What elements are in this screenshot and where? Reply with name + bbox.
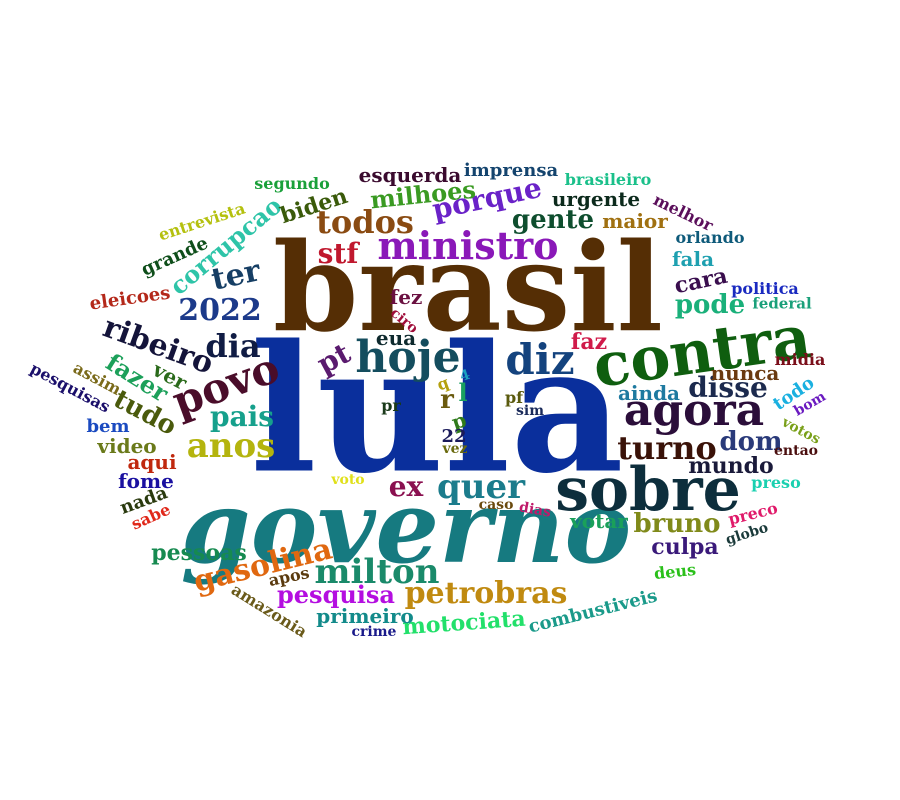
word-entao: entao bbox=[774, 443, 818, 459]
word-ex: ex bbox=[388, 470, 424, 503]
word-l: l bbox=[458, 378, 468, 407]
word-pf: pf bbox=[504, 388, 524, 407]
word-agora: agora bbox=[623, 385, 765, 436]
word-bem: bem bbox=[86, 416, 130, 437]
word-disse: disse bbox=[688, 371, 768, 404]
word-quer: quer bbox=[436, 467, 526, 507]
word-caso: caso bbox=[478, 497, 514, 513]
word-segundo: segundo bbox=[254, 174, 330, 193]
word-voto: voto bbox=[331, 472, 365, 488]
word-mundo: mundo bbox=[688, 453, 774, 479]
word-gente: gente bbox=[511, 205, 595, 235]
word-hoje: hoje bbox=[355, 332, 461, 383]
word-politica: politica bbox=[731, 279, 799, 298]
word-vez: vez bbox=[442, 441, 468, 457]
word-votar: votar bbox=[570, 509, 628, 533]
word-pesquisa: pesquisa bbox=[277, 580, 395, 609]
word-motociata: motociata bbox=[401, 605, 527, 641]
word-video: video bbox=[97, 434, 157, 458]
word-sobre: sobre bbox=[555, 455, 741, 525]
word-governo: governo bbox=[180, 468, 632, 586]
word-brasil: brasil bbox=[272, 215, 664, 359]
word-nunca: nunca bbox=[710, 361, 780, 385]
word-bruno: bruno bbox=[633, 509, 721, 539]
word-stf: stf bbox=[317, 237, 359, 270]
word-deus: deus bbox=[653, 559, 697, 584]
word-dom: dom bbox=[719, 427, 783, 457]
word-brasileiro: brasileiro bbox=[564, 170, 652, 189]
word-culpa: culpa bbox=[651, 534, 719, 560]
word-esquerda: esquerda bbox=[358, 163, 462, 187]
word-milton: milton bbox=[314, 552, 440, 592]
word-imprensa: imprensa bbox=[463, 160, 559, 181]
word-eua: eua bbox=[375, 326, 417, 350]
word-pode: pode bbox=[674, 290, 746, 320]
word-todos: todos bbox=[316, 203, 414, 241]
word-orlando: orlando bbox=[675, 228, 745, 247]
word-diz: diz bbox=[505, 335, 575, 384]
word-anos: anos bbox=[186, 426, 276, 466]
word-primeiro: primeiro bbox=[316, 604, 414, 628]
word-fome: fome bbox=[118, 469, 174, 493]
word-pais: pais bbox=[209, 400, 275, 433]
word-federal: federal bbox=[752, 294, 812, 313]
word-crime: crime bbox=[351, 624, 397, 640]
word-preso: preso bbox=[751, 473, 801, 492]
word-ainda: ainda bbox=[617, 381, 681, 405]
word-urgente: urgente bbox=[551, 187, 641, 211]
word-sim: sim bbox=[515, 403, 545, 419]
word-fala: fala bbox=[671, 247, 715, 271]
word-lula: lula bbox=[250, 307, 624, 513]
word-fez: fez bbox=[389, 285, 423, 309]
word-22: 22 bbox=[441, 426, 467, 447]
word-aqui: aqui bbox=[127, 450, 177, 474]
word-dia: dia bbox=[205, 327, 261, 365]
word-pr: pr bbox=[381, 396, 401, 415]
word-midia: midia bbox=[774, 350, 826, 369]
word-ministro: ministro bbox=[377, 223, 559, 268]
word-pessoas: pessoas bbox=[151, 540, 247, 566]
word-petrobras: petrobras bbox=[404, 576, 568, 611]
word-faz: faz bbox=[570, 329, 608, 355]
word-turno: turno bbox=[617, 429, 717, 467]
word-eleicoes: eleicoes bbox=[88, 282, 172, 315]
word-maior: maior bbox=[602, 209, 668, 233]
word-2022: 2022 bbox=[178, 293, 262, 328]
word-r: r bbox=[440, 385, 454, 415]
